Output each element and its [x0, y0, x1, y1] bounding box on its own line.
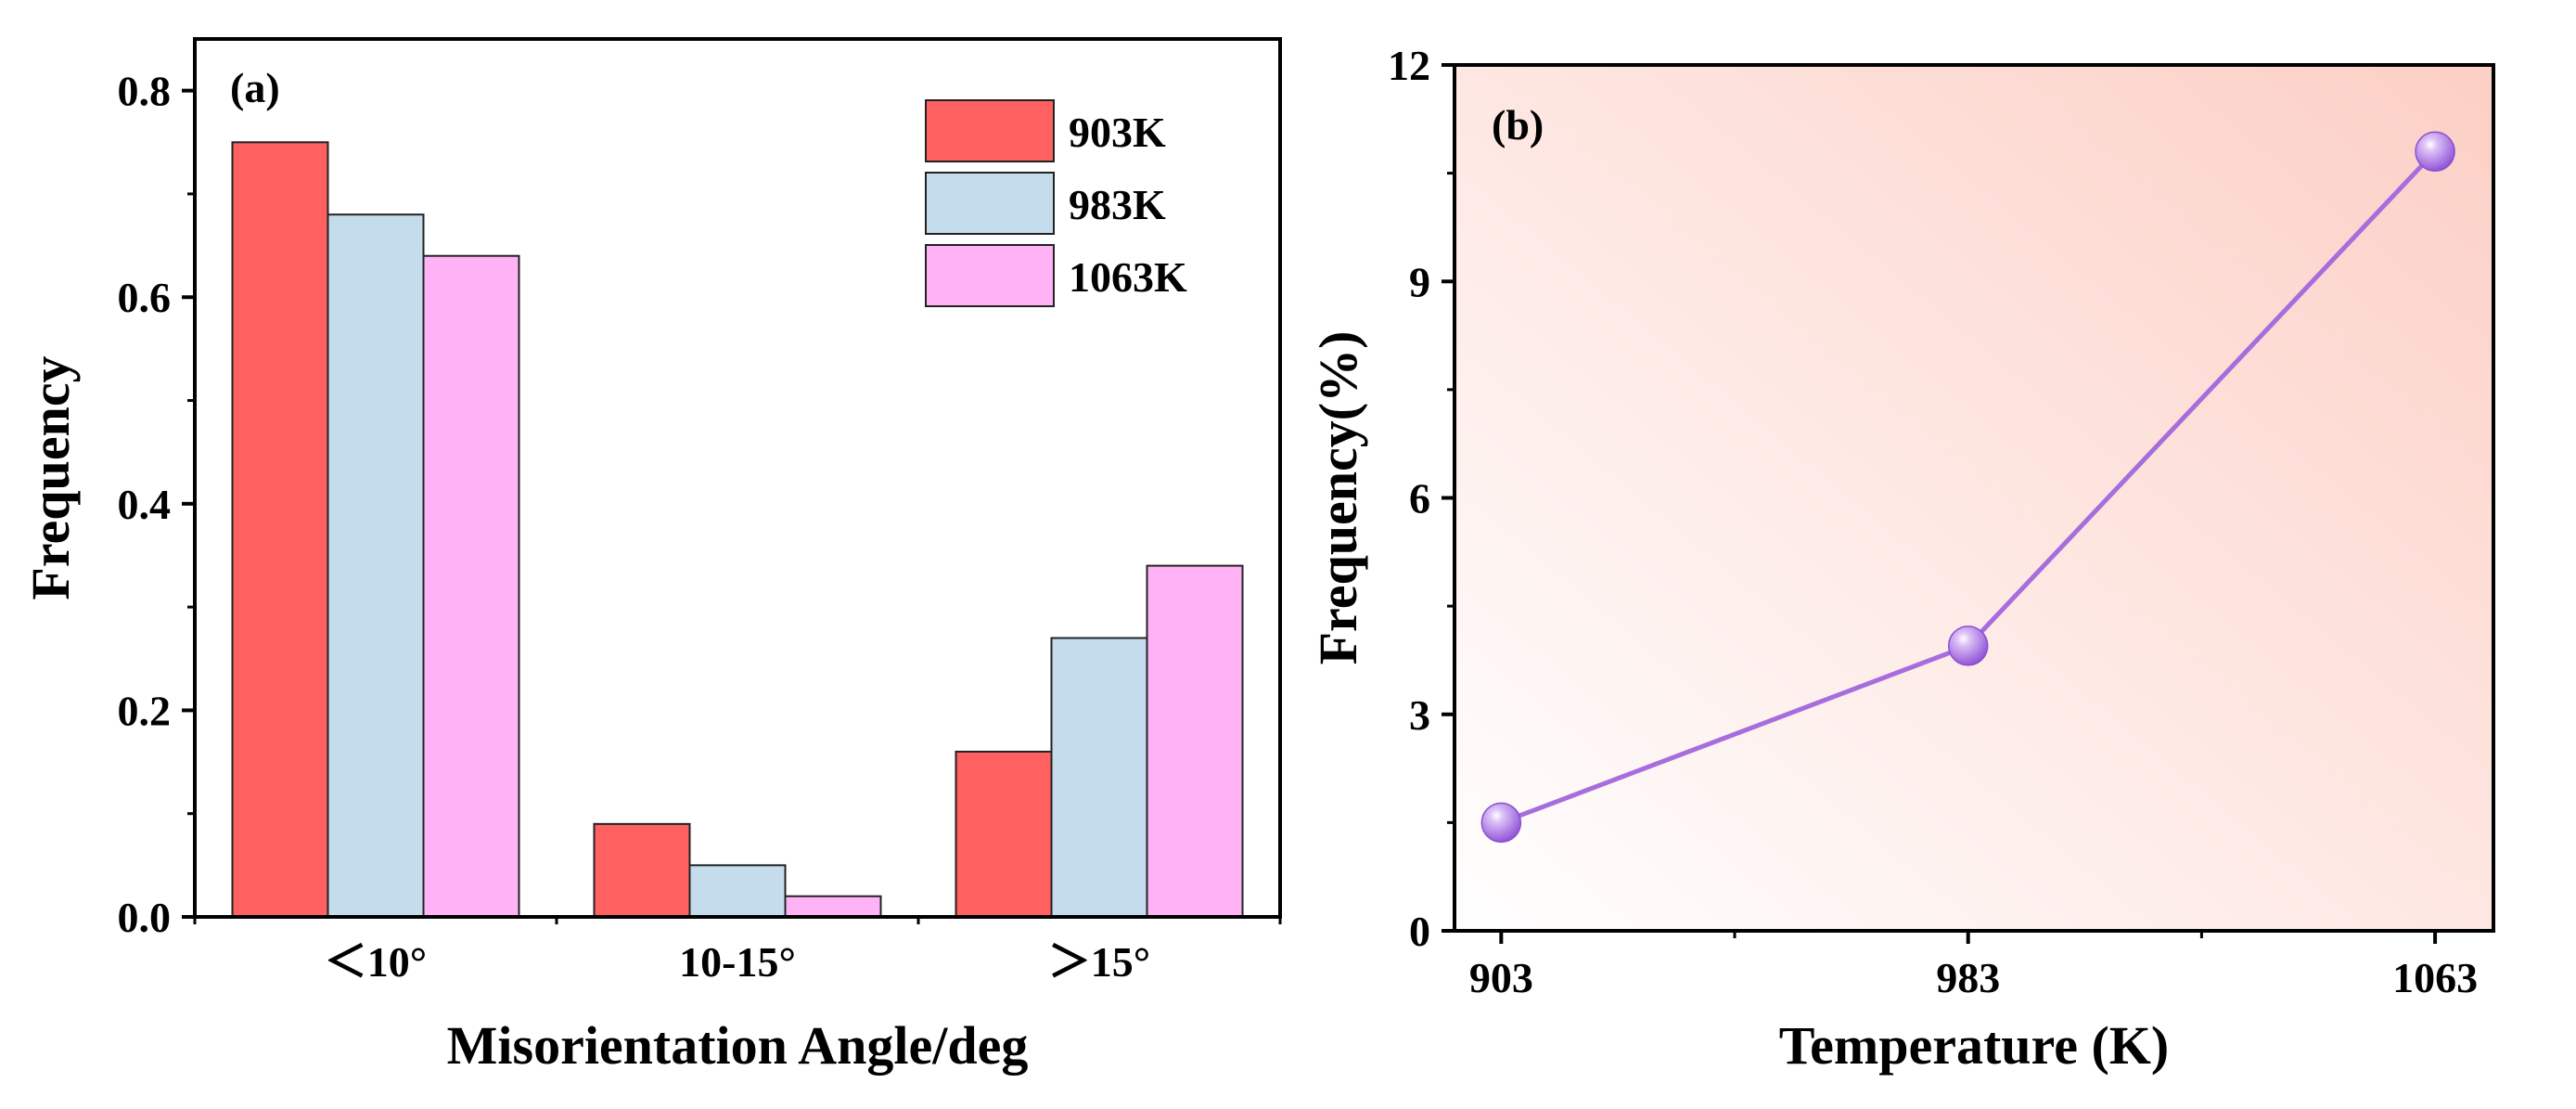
x-axis-title: Misorientation Angle/deg	[447, 1015, 1029, 1076]
x-tick-label: ＜10°	[325, 938, 427, 986]
plot-background	[1455, 65, 2493, 931]
plot-frame	[193, 37, 1282, 919]
panel-b-line-chart: 0 3 6 9 12 903 983 1063 (b) Temperature (K) Fre…	[1308, 42, 2495, 1076]
axis-ticks: 0 3 6 9 12 903 983 1063	[1388, 42, 2478, 1001]
y-tick-label: 0	[1409, 908, 1430, 955]
y-tick-label: 12	[1388, 42, 1430, 89]
y-tick-label: 0.8	[118, 68, 172, 115]
x-tick-label: 903	[1469, 954, 1533, 1001]
panel-label: (a)	[230, 64, 280, 111]
legend-swatch	[925, 99, 1055, 162]
axis-ticks: 0.0 0.2 0.4 0.6 0.8 ＜10° 10-15° ＞15°	[118, 68, 1282, 986]
y-tick-label: 6	[1409, 475, 1430, 522]
y-tick-label: 0.6	[118, 274, 172, 321]
legend-swatch	[925, 244, 1055, 307]
x-tick-label: 983	[1936, 954, 2000, 1001]
bar	[688, 864, 787, 919]
y-axis-title: Frequency	[20, 355, 81, 600]
bar	[231, 141, 329, 918]
x-tick-label: 10-15°	[679, 938, 796, 986]
bar	[1050, 637, 1148, 918]
y-tick-label: 0.2	[118, 687, 172, 734]
bar	[593, 822, 691, 918]
marker-group	[1480, 131, 2455, 844]
panel-label: (b)	[1492, 101, 1544, 148]
y-axis-title: Frequency(%)	[1308, 331, 1368, 665]
legend-label: 903K	[1069, 109, 1166, 156]
x-axis-title: Temperature (K)	[1779, 1015, 2169, 1076]
y-tick-label: 3	[1409, 691, 1430, 739]
data-point	[1480, 802, 1522, 844]
panel-a-bar-chart: 0.0 0.2 0.4 0.6 0.8 ＜10° 10-15° ＞15° (a) 903K 98…	[20, 37, 1282, 1076]
y-tick-label: 0.4	[118, 481, 172, 528]
bar	[422, 254, 520, 918]
bar	[955, 750, 1053, 918]
legend-label: 983K	[1069, 181, 1166, 228]
bar	[327, 213, 425, 918]
x-tick-label: ＞15°	[1048, 938, 1150, 986]
y-tick-label: 9	[1409, 258, 1430, 305]
data-point	[1947, 625, 1989, 666]
data-point	[2415, 131, 2455, 173]
legend-label: 1063K	[1069, 253, 1187, 301]
bar	[784, 895, 882, 918]
x-tick-label: 1063	[2392, 954, 2478, 1001]
y-tick-label: 0.0	[118, 894, 172, 941]
legend-swatch	[925, 172, 1055, 235]
bar	[1146, 564, 1244, 918]
legend: 903K 983K 1063K	[925, 99, 1187, 307]
bar-group	[231, 141, 1244, 919]
